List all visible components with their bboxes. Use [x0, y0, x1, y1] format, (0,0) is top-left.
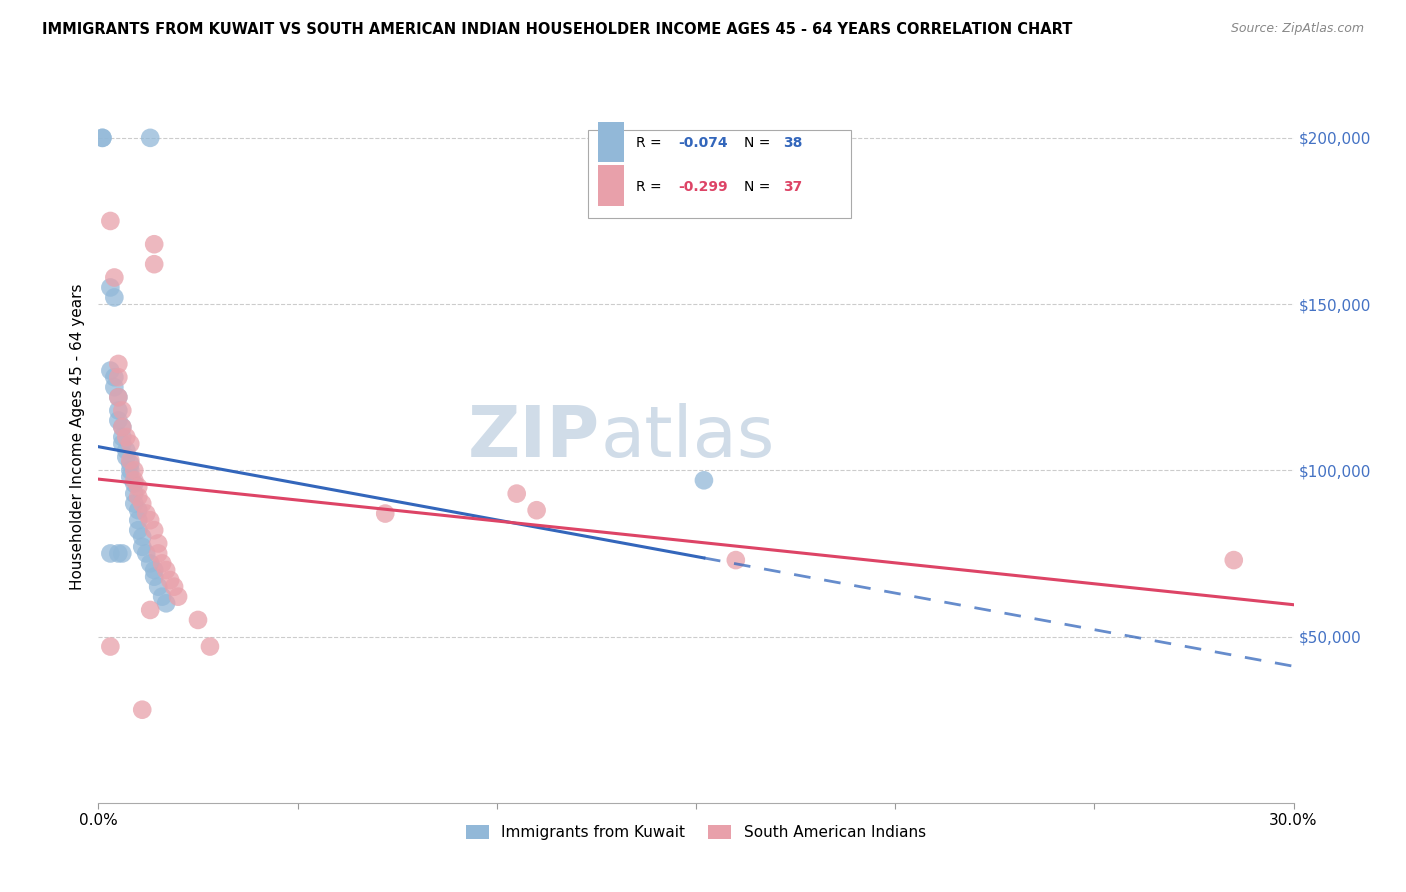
Point [150, 557, 173, 571]
Text: ZIP: ZIP [468, 402, 600, 472]
Point [724, 553, 747, 567]
Text: Source: ZipAtlas.com: Source: ZipAtlas.com [1230, 22, 1364, 36]
Point [143, 570, 166, 584]
Point [135, 507, 157, 521]
Point [155, 563, 177, 577]
Point [103, 270, 125, 285]
Point [127, 480, 149, 494]
Point [103, 380, 125, 394]
Point [143, 257, 166, 271]
Point [107, 390, 129, 404]
Point [1223, 553, 1246, 567]
Point [131, 540, 153, 554]
FancyBboxPatch shape [589, 130, 852, 218]
Point [143, 563, 166, 577]
Point [131, 703, 153, 717]
Point [127, 523, 149, 537]
Point [91, 131, 114, 145]
Point [124, 486, 146, 500]
Point [98, 546, 122, 560]
Point [693, 473, 716, 487]
Point [124, 497, 146, 511]
Text: -0.299: -0.299 [678, 180, 728, 194]
Point [107, 413, 129, 427]
Point [127, 490, 149, 504]
Point [131, 497, 153, 511]
Point [115, 430, 138, 444]
Point [124, 476, 146, 491]
Point [135, 546, 157, 560]
Point [111, 436, 134, 450]
Point [167, 590, 190, 604]
Point [120, 463, 142, 477]
Point [139, 603, 162, 617]
Point [111, 420, 134, 434]
Text: R =: R = [636, 136, 666, 151]
Point [124, 463, 146, 477]
Point [148, 580, 170, 594]
Point [526, 503, 548, 517]
Point [115, 443, 138, 458]
Point [120, 436, 142, 450]
Text: atlas: atlas [600, 402, 775, 472]
Point [98, 640, 122, 654]
Point [111, 403, 134, 417]
Point [115, 450, 138, 464]
Point [124, 473, 146, 487]
Legend: Immigrants from Kuwait, South American Indians: Immigrants from Kuwait, South American I… [460, 819, 932, 847]
Point [98, 363, 122, 377]
Point [98, 280, 122, 294]
Point [143, 237, 166, 252]
Text: -0.074: -0.074 [678, 136, 728, 151]
Point [107, 357, 129, 371]
Point [139, 513, 162, 527]
Point [120, 453, 142, 467]
Point [107, 370, 129, 384]
Point [198, 640, 221, 654]
Bar [598, 165, 624, 206]
Point [148, 536, 170, 550]
Point [131, 530, 153, 544]
Point [107, 403, 129, 417]
Point [107, 546, 129, 560]
Point [127, 513, 149, 527]
Text: N =: N = [744, 180, 775, 194]
Point [506, 486, 529, 500]
Point [143, 523, 166, 537]
Point [139, 557, 162, 571]
Text: R =: R = [636, 180, 666, 194]
Point [150, 590, 173, 604]
Point [374, 507, 396, 521]
Point [91, 131, 114, 145]
Text: IMMIGRANTS FROM KUWAIT VS SOUTH AMERICAN INDIAN HOUSEHOLDER INCOME AGES 45 - 64 : IMMIGRANTS FROM KUWAIT VS SOUTH AMERICAN… [42, 22, 1073, 37]
Point [103, 370, 125, 384]
Point [98, 214, 122, 228]
Point [111, 546, 134, 560]
Point [107, 390, 129, 404]
Point [155, 596, 177, 610]
Y-axis label: Householder Income Ages 45 - 64 years: Householder Income Ages 45 - 64 years [69, 284, 84, 591]
Point [127, 503, 149, 517]
Point [187, 613, 209, 627]
Point [163, 580, 186, 594]
Point [111, 420, 134, 434]
Text: 38: 38 [783, 136, 803, 151]
Point [111, 430, 134, 444]
Text: N =: N = [744, 136, 775, 151]
Point [159, 573, 181, 587]
Point [103, 290, 125, 304]
Point [120, 470, 142, 484]
Text: 37: 37 [783, 180, 803, 194]
Bar [598, 121, 624, 161]
Point [139, 131, 162, 145]
Point [120, 457, 142, 471]
Point [148, 546, 170, 560]
